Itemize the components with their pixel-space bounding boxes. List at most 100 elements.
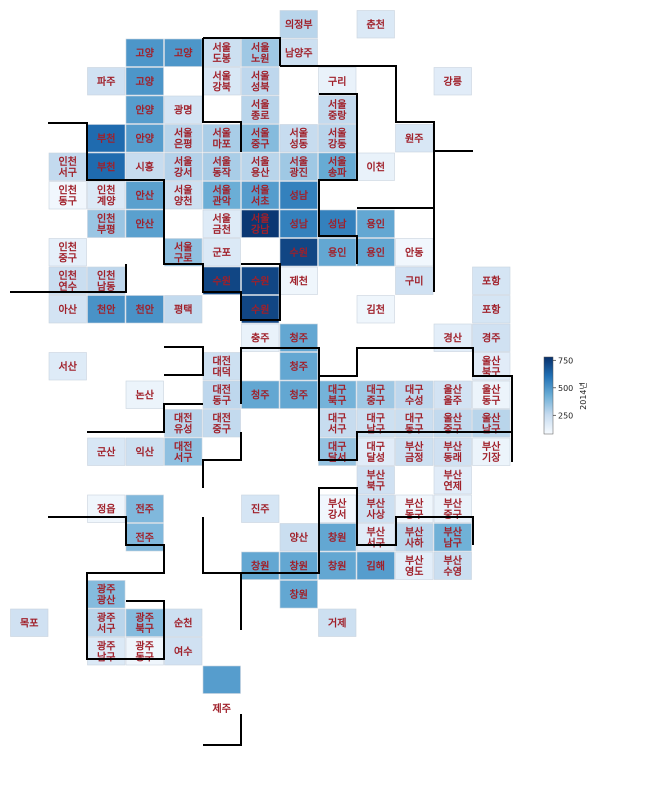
region-cell: 포항 — [472, 295, 511, 324]
region-cell-fill — [125, 95, 164, 124]
region-label: 대전 — [174, 440, 192, 453]
region-cell-fill — [318, 523, 357, 552]
region-cell: 수원 — [241, 295, 280, 324]
region-label: 부산 — [444, 468, 463, 481]
region-cell-fill — [472, 437, 511, 466]
region-label: 부산 — [405, 525, 424, 538]
region-cell: 청주 — [241, 380, 280, 409]
region-label: 부산 — [444, 554, 463, 567]
region-cell: 성남 — [318, 209, 357, 238]
region-cell-fill — [241, 209, 280, 238]
region-cell-fill — [395, 551, 434, 580]
region-label: 서울 — [290, 126, 308, 139]
region-cell-fill — [125, 437, 164, 466]
region-label: 서울 — [328, 126, 346, 139]
region-label: 청주 — [290, 388, 308, 401]
region-cell: 전주 — [125, 494, 164, 523]
region-cell: 군산 — [87, 437, 126, 466]
region-cell: 익산 — [125, 437, 164, 466]
region-cell-fill — [356, 466, 395, 495]
region-label: 성남 — [328, 217, 347, 230]
region-cell-fill — [356, 152, 395, 181]
region-label: 대전 — [213, 383, 231, 396]
province-border — [203, 37, 281, 66]
region-label: 남구 — [444, 536, 462, 549]
region-label: 중구 — [251, 138, 269, 150]
region-label: 천안 — [136, 303, 155, 316]
region-cell-fill — [279, 238, 318, 267]
region-cell: 서산 — [48, 352, 87, 381]
region-label: 울산 — [482, 383, 501, 396]
region-cell-fill — [395, 238, 434, 267]
region-cell-fill — [87, 295, 126, 324]
region-cell: 광명 — [164, 95, 203, 124]
region-cell-fill — [279, 323, 318, 352]
region-label: 서구 — [174, 451, 192, 464]
region-label: 창원 — [328, 531, 346, 544]
region-label: 청주 — [290, 360, 308, 373]
region-label: 서울 — [251, 212, 269, 225]
region-cell: 여수 — [164, 637, 203, 666]
region-cell: 경주 — [472, 323, 511, 352]
region-label: 서울 — [251, 126, 269, 139]
region-label: 울산 — [444, 383, 463, 396]
region-cell-fill — [279, 181, 318, 210]
region-label: 대구 — [328, 411, 346, 424]
region-label: 춘천 — [367, 18, 385, 31]
region-label: 시흥 — [136, 160, 154, 173]
region-label: 계양 — [97, 194, 116, 207]
region-label: 경주 — [482, 331, 500, 344]
region-cell-fill — [241, 266, 280, 295]
region-label: 관악 — [213, 194, 232, 207]
region-cell-fill — [48, 238, 87, 267]
region-label: 서울 — [251, 183, 269, 196]
region-label: 제주 — [213, 702, 231, 715]
region-label: 논산 — [136, 388, 155, 401]
region-label: 울산 — [482, 354, 501, 367]
region-label: 서울 — [174, 155, 192, 168]
region-label: 중구 — [367, 395, 385, 407]
region-cell: 논산 — [125, 380, 164, 409]
region-cell-fill — [125, 124, 164, 153]
region-cell-fill — [279, 266, 318, 295]
region-label: 진주 — [251, 502, 269, 515]
region-cell-fill — [279, 124, 318, 153]
region-label: 익산 — [136, 445, 155, 458]
colorbar-tick-label: 500 — [558, 384, 573, 393]
region-cell-fill — [202, 266, 241, 295]
region-label: 광진 — [290, 166, 308, 179]
region-label: 서울 — [251, 155, 269, 168]
region-cell: 창원 — [279, 551, 318, 580]
region-cell: 안양 — [125, 95, 164, 124]
region-label: 서초 — [251, 194, 269, 207]
region-label: 부산 — [444, 497, 463, 510]
region-label: 인천 — [97, 212, 115, 225]
colorbar-tick-label: 750 — [558, 356, 573, 365]
region-cell: 파주 — [87, 67, 126, 96]
region-cell: 시흥 — [125, 152, 164, 181]
region-label: 안산 — [136, 217, 155, 230]
region-cell-fill — [472, 295, 511, 324]
region-cell-fill — [87, 152, 126, 181]
region-label: 남구 — [97, 650, 115, 663]
region-label: 서울 — [251, 98, 269, 111]
province-border — [203, 714, 242, 746]
region-label: 송파 — [328, 166, 347, 179]
region-cell: 목포 — [10, 608, 49, 637]
province-border — [48, 122, 281, 321]
region-label: 중구 — [59, 252, 77, 264]
region-label: 동구 — [405, 423, 423, 435]
region-cell-fill — [48, 266, 87, 295]
